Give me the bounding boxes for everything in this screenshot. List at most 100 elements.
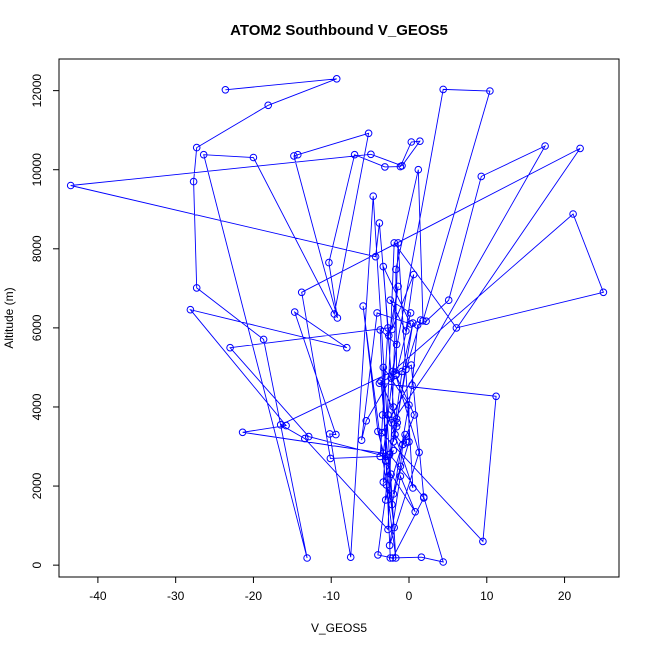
x-tick-label: 0 <box>406 589 413 603</box>
data-point <box>192 143 201 152</box>
data-point <box>362 417 371 425</box>
data-point <box>408 381 416 390</box>
data-point <box>392 340 401 349</box>
plot-frame <box>58 58 620 578</box>
data-point <box>477 172 486 181</box>
data-point <box>259 335 268 344</box>
data-point <box>221 86 230 94</box>
data-point <box>388 419 396 427</box>
data-point <box>376 326 385 334</box>
x-axis: -40 -30 -20 -10 0 10 20 <box>89 577 572 603</box>
data-point <box>226 343 234 352</box>
data-point <box>388 367 397 376</box>
data-point <box>290 152 298 160</box>
data-point <box>492 392 500 401</box>
data-point <box>389 403 398 411</box>
data-point <box>303 554 311 562</box>
data-point <box>297 288 306 297</box>
data-point <box>392 422 401 431</box>
y-axis-label: Altitude (m) <box>2 287 16 348</box>
data-point <box>301 434 309 443</box>
data-point <box>394 282 402 291</box>
data-point <box>407 138 416 146</box>
y-axis: 0 2000 4000 6000 8000 10000 12000 <box>30 74 59 568</box>
data-point <box>199 150 208 159</box>
data-point <box>264 101 273 110</box>
data-point <box>377 377 385 386</box>
data-point <box>416 137 424 145</box>
data-point <box>409 484 417 492</box>
data-point <box>401 430 409 439</box>
data-point <box>479 537 487 546</box>
data-point <box>374 427 382 436</box>
chart-title: ATOM2 Southbound V_GEOS5 <box>230 22 448 39</box>
data-point <box>189 177 198 186</box>
data-point <box>405 401 413 409</box>
data-point <box>359 302 367 310</box>
data-point <box>599 288 608 297</box>
data-point <box>384 411 392 419</box>
data-point <box>391 430 399 439</box>
data-point <box>357 436 366 445</box>
data-point <box>394 239 402 247</box>
x-axis-label: V_GEOS5 <box>311 621 367 635</box>
data-point <box>369 192 378 200</box>
data-point <box>332 75 341 83</box>
data-point <box>346 553 355 562</box>
data-point <box>392 415 401 423</box>
data-point <box>388 554 397 562</box>
y-tick-label: 2000 <box>30 472 44 499</box>
data-point <box>294 150 302 159</box>
data-series <box>66 75 608 566</box>
data-point <box>384 324 392 332</box>
data-point <box>371 252 380 261</box>
data-point <box>385 332 393 340</box>
x-tick-label: -10 <box>323 589 341 603</box>
data-point <box>238 428 247 437</box>
data-point <box>350 150 359 159</box>
data-point <box>375 379 384 388</box>
data-point <box>388 500 396 509</box>
y-tick-label: 6000 <box>30 314 44 341</box>
data-point <box>398 162 406 170</box>
data-point <box>409 319 417 327</box>
data-point <box>385 450 394 459</box>
data-point <box>410 411 419 419</box>
data-point <box>66 181 75 190</box>
data-point <box>388 325 396 334</box>
data-point <box>290 308 299 316</box>
data-point <box>390 239 399 247</box>
data-point <box>379 478 388 486</box>
data-point <box>417 553 426 562</box>
data-point <box>379 262 388 271</box>
data-point <box>402 365 410 374</box>
x-tick-label: -20 <box>245 589 263 603</box>
y-tick-label: 10000 <box>30 153 44 187</box>
data-point <box>386 554 395 562</box>
data-point <box>374 551 382 559</box>
data-point <box>343 343 351 352</box>
data-point <box>439 558 448 566</box>
y-tick-label: 8000 <box>30 235 44 262</box>
data-point <box>486 87 494 95</box>
data-point <box>376 452 385 461</box>
data-point <box>325 258 333 267</box>
data-point <box>381 452 390 461</box>
y-tick-label: 4000 <box>30 393 44 420</box>
data-point <box>373 309 381 317</box>
y-tick-label: 12000 <box>30 74 44 108</box>
data-point <box>392 265 400 274</box>
data-point <box>186 305 195 314</box>
data-point <box>576 144 584 153</box>
data-point <box>422 317 430 326</box>
data-point <box>249 153 258 162</box>
data-point <box>414 165 423 174</box>
x-tick-label: 20 <box>558 589 572 603</box>
data-point <box>569 210 577 218</box>
data-point <box>389 446 398 455</box>
x-tick-label: 10 <box>480 589 494 603</box>
data-point <box>384 525 392 534</box>
data-point <box>325 430 334 438</box>
data-point <box>396 462 405 471</box>
